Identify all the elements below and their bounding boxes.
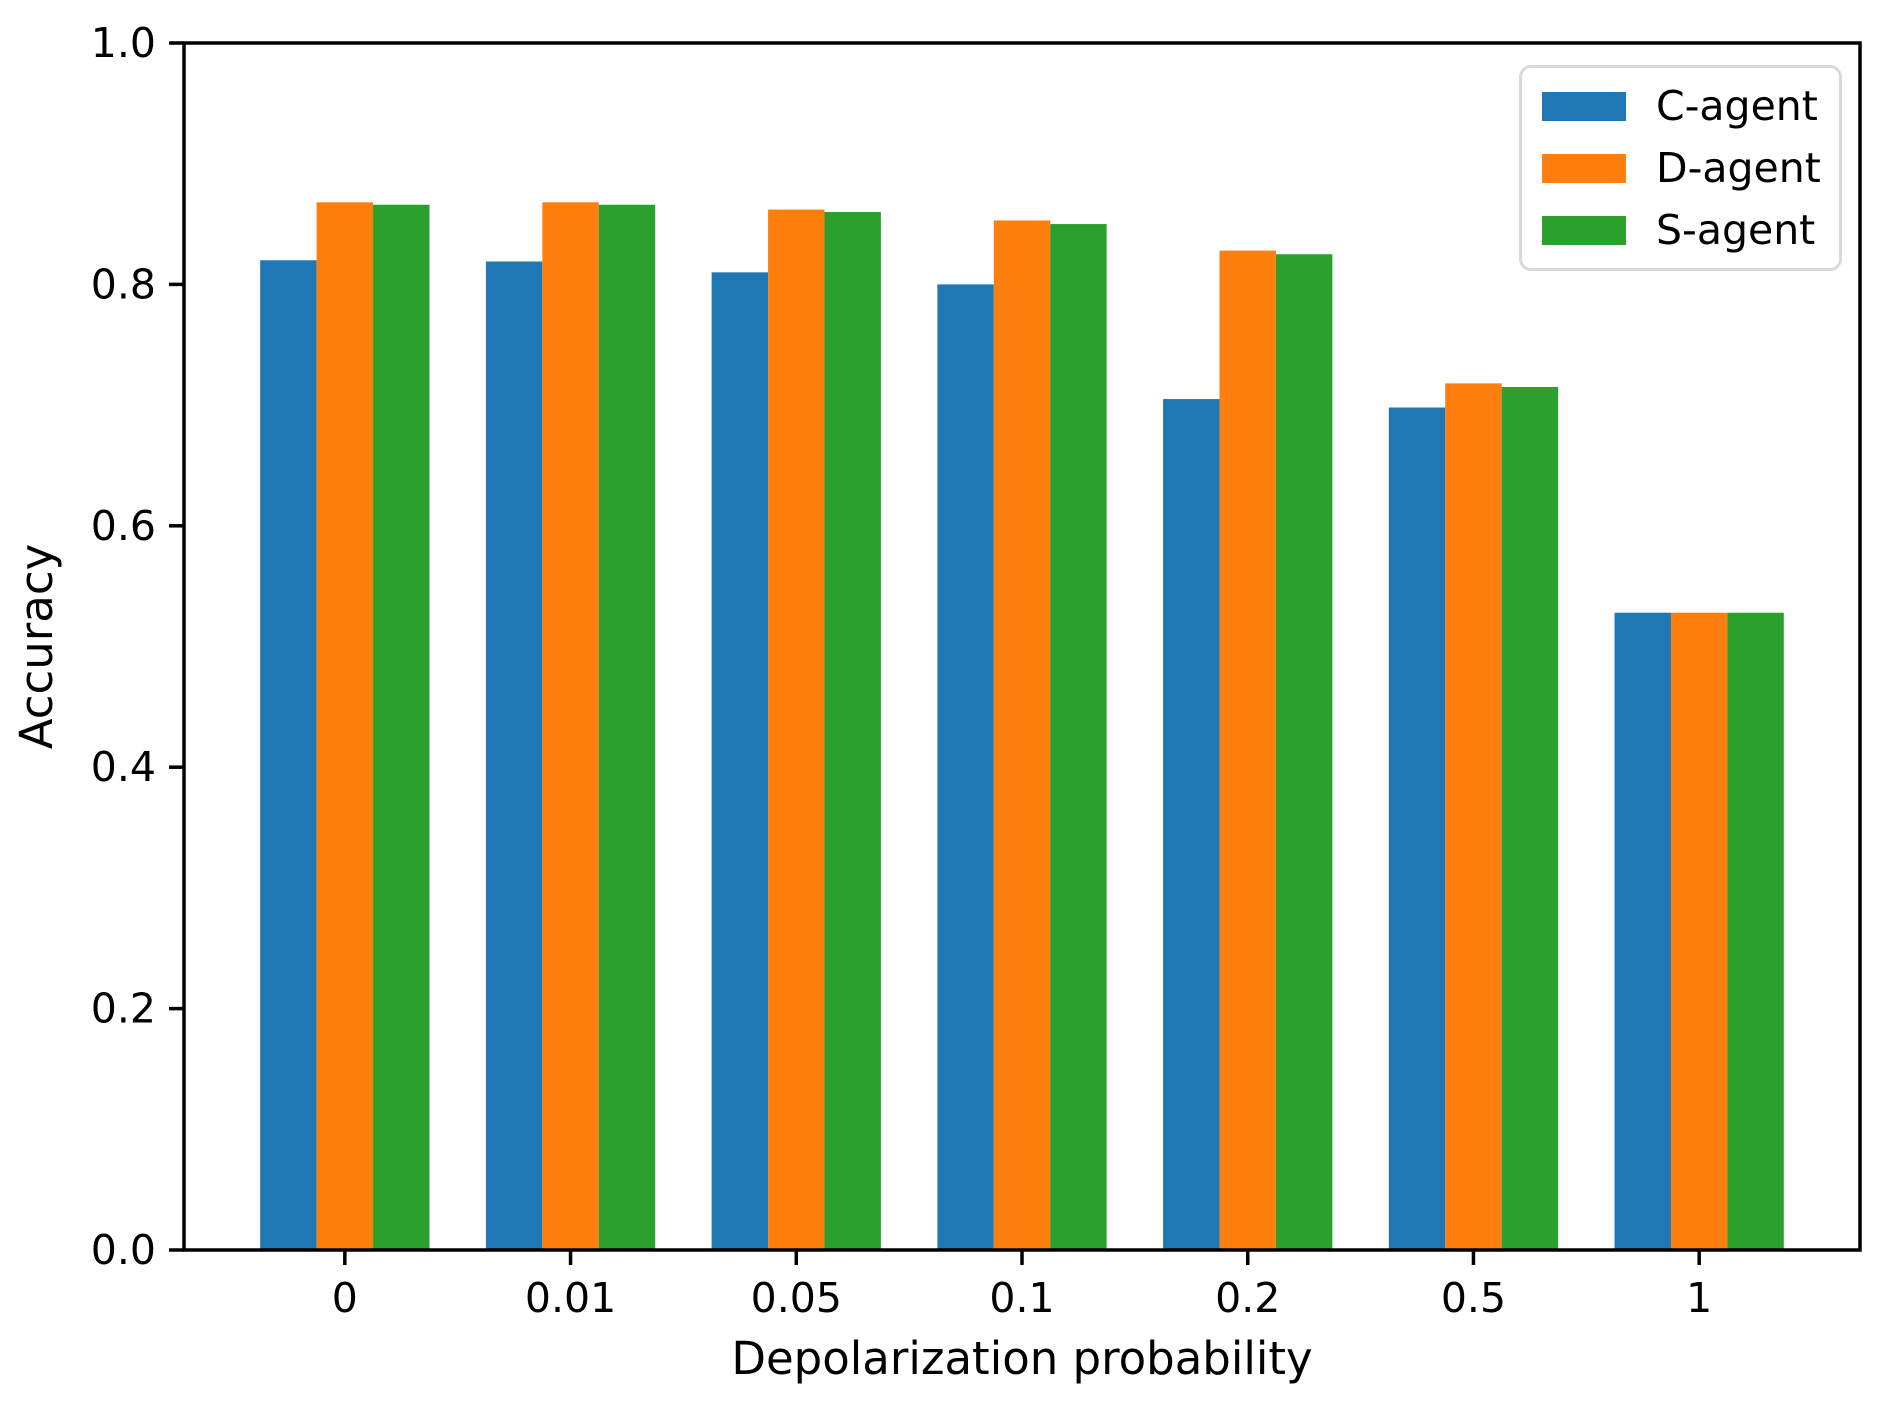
bar-D-agent-0 bbox=[316, 202, 374, 1250]
y-tick-label-0.2: 0.2 bbox=[91, 985, 156, 1033]
bar-D-agent-0.2 bbox=[1219, 250, 1276, 1251]
legend-label-d-agent: D-agent bbox=[1656, 143, 1821, 192]
legend-swatch-d-agent bbox=[1542, 153, 1626, 183]
x-tick-label-0.05: 0.05 bbox=[751, 1274, 842, 1322]
bar-C-agent-0.2 bbox=[1163, 399, 1220, 1250]
y-tick-label-1.0: 1.0 bbox=[91, 19, 156, 67]
y-tick-label-0.4: 0.4 bbox=[91, 743, 156, 791]
bar-S-agent-1 bbox=[1727, 612, 1784, 1250]
bar-C-agent-0.5 bbox=[1388, 407, 1446, 1250]
legend-item-s-agent: S-agent bbox=[1542, 206, 1819, 254]
y-axis-label: Accuracy bbox=[10, 544, 63, 749]
bar-S-agent-0.5 bbox=[1501, 387, 1559, 1250]
y-tick-label-0.0: 0.0 bbox=[91, 1226, 156, 1274]
bar-D-agent-0.1 bbox=[993, 220, 1051, 1251]
bar-D-agent-0.01 bbox=[542, 202, 599, 1250]
x-tick-label-0.01: 0.01 bbox=[525, 1274, 616, 1322]
x-tick-label-0.2: 0.2 bbox=[1215, 1274, 1280, 1322]
legend-swatch-s-agent bbox=[1542, 215, 1626, 245]
x-tick-label-0.5: 0.5 bbox=[1441, 1274, 1506, 1322]
legend-swatch-c-agent bbox=[1542, 91, 1626, 121]
bar-C-agent-0.05 bbox=[711, 272, 769, 1251]
bar-D-agent-0.5 bbox=[1445, 383, 1502, 1250]
legend: C-agent D-agent S-agent bbox=[1519, 65, 1842, 271]
bar-S-agent-0.2 bbox=[1275, 254, 1333, 1251]
bar-C-agent-0.1 bbox=[937, 284, 994, 1250]
x-tick-label-0: 0 bbox=[332, 1274, 358, 1322]
bar-S-agent-0 bbox=[373, 204, 430, 1251]
bar-C-agent-1 bbox=[1614, 612, 1671, 1250]
legend-item-c-agent: C-agent bbox=[1542, 82, 1819, 130]
bar-S-agent-0.1 bbox=[1050, 224, 1107, 1250]
legend-label-s-agent: S-agent bbox=[1656, 205, 1816, 254]
bar-D-agent-0.05 bbox=[768, 209, 825, 1250]
bar-S-agent-0.01 bbox=[598, 204, 656, 1251]
x-axis-label: Depolarization probability bbox=[731, 1332, 1312, 1385]
bar-C-agent-0 bbox=[260, 260, 317, 1250]
y-tick-label-0.8: 0.8 bbox=[91, 260, 156, 308]
x-tick-label-1: 1 bbox=[1686, 1274, 1712, 1322]
bar-S-agent-0.05 bbox=[824, 211, 881, 1251]
legend-item-d-agent: D-agent bbox=[1542, 143, 1821, 192]
legend-label-c-agent: C-agent bbox=[1656, 81, 1818, 130]
bar-D-agent-1 bbox=[1670, 612, 1728, 1250]
x-tick-label-0.1: 0.1 bbox=[989, 1274, 1054, 1322]
y-tick-label-0.6: 0.6 bbox=[91, 502, 156, 550]
bar-C-agent-0.01 bbox=[485, 261, 543, 1251]
